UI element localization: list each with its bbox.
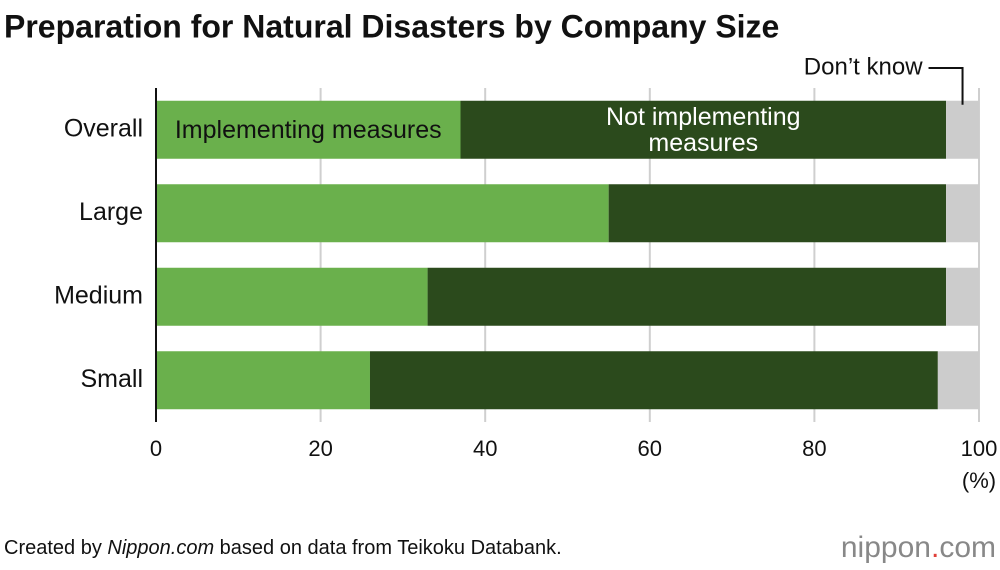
y-tick-label: Medium [54, 281, 143, 309]
x-tick-label: 20 [308, 436, 332, 461]
logo-part: nippon [841, 531, 931, 564]
bar-segment [156, 351, 370, 410]
bar-segment [946, 100, 979, 159]
bar-segment [427, 267, 947, 326]
x-tick-label: 100 [961, 436, 998, 461]
source-part: based on data from Teikoku Databank. [214, 537, 562, 559]
bar-segment [460, 100, 947, 159]
series-label: Don’t know [804, 53, 923, 80]
leader-line [928, 67, 964, 105]
bar-segment [156, 184, 609, 243]
x-unit: (%) [962, 468, 996, 493]
logo-part: com [939, 531, 996, 564]
bar-segment [156, 100, 461, 159]
source: Created by Nippon.com based on data from… [4, 537, 562, 559]
x-tick-label: 80 [802, 436, 826, 461]
bar-segment [946, 267, 979, 326]
source-part: Created by [4, 537, 107, 559]
x-tick-label: 0 [150, 436, 162, 461]
series-label: Not implementing measures [606, 102, 801, 157]
logo-part: . [931, 531, 939, 564]
chart-title: Preparation for Natural Disasters by Com… [4, 8, 779, 44]
bar-segment [156, 267, 428, 326]
bar-segment [608, 184, 947, 243]
x-tick-label: 60 [638, 436, 662, 461]
source-part: Nippon.com [107, 537, 214, 559]
y-tick-label: Small [80, 365, 143, 393]
logo: nippon.com [841, 531, 996, 564]
bar-segment [369, 351, 938, 410]
y-tick-label: Overall [64, 114, 143, 142]
x-tick-label: 40 [473, 436, 497, 461]
series-label: Implementing measures [174, 115, 442, 144]
bar-segment [937, 351, 979, 410]
bar-segment [946, 184, 979, 243]
y-tick-label: Large [79, 198, 143, 226]
